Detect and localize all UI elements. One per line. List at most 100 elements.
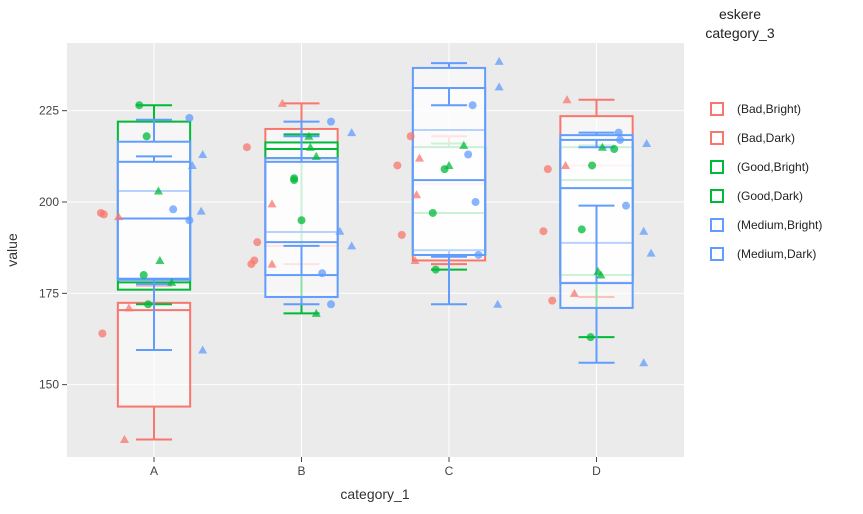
data-point-triangle[interactable]	[561, 160, 571, 169]
data-point-circle[interactable]	[290, 176, 299, 185]
box-D-medium[interactable]	[559, 138, 634, 285]
y-tick-label: 200	[39, 195, 59, 209]
data-point-triangle[interactable]	[412, 190, 422, 199]
legend-swatch-icon	[710, 131, 724, 145]
legend-label: (Medium,Dark)	[737, 247, 816, 261]
data-point-circle[interactable]	[577, 225, 586, 234]
box-body	[411, 87, 487, 256]
legend: (Bad,Bright) (Bad,Dark) (Good,Bright) (Good…	[710, 102, 822, 261]
data-point-triangle[interactable]	[410, 255, 420, 264]
data-point-triangle[interactable]	[167, 277, 177, 286]
data-point-triangle[interactable]	[187, 160, 197, 169]
data-point-triangle[interactable]	[311, 151, 321, 160]
data-point-triangle[interactable]	[305, 142, 315, 151]
data-point-circle[interactable]	[144, 300, 153, 309]
data-point-circle[interactable]	[99, 210, 108, 219]
data-point-circle[interactable]	[616, 135, 625, 144]
box-C-medium[interactable]	[411, 87, 487, 258]
data-point-triangle[interactable]	[267, 259, 277, 268]
legend-label: (Good,Dark)	[737, 189, 803, 203]
data-point-circle[interactable]	[247, 260, 256, 269]
data-point-circle[interactable]	[393, 161, 402, 170]
legend-item[interactable]: (Bad,Dark)	[710, 131, 795, 145]
data-point-circle[interactable]	[185, 216, 194, 225]
data-point-triangle[interactable]	[562, 95, 572, 104]
data-point-triangle[interactable]	[642, 139, 652, 148]
legend-swatch-icon	[710, 189, 724, 203]
data-point-triangle[interactable]	[153, 186, 163, 195]
data-point-circle[interactable]	[142, 132, 151, 141]
legend-item[interactable]: (Medium,Bright)	[710, 218, 822, 232]
data-point-triangle[interactable]	[335, 226, 345, 235]
data-point-triangle[interactable]	[124, 303, 134, 312]
data-point-triangle[interactable]	[493, 299, 503, 308]
legend-item[interactable]: (Medium,Dark)	[710, 247, 816, 261]
data-point-circle[interactable]	[327, 300, 335, 309]
data-point-triangle[interactable]	[494, 56, 504, 65]
data-point-circle[interactable]	[318, 269, 327, 278]
data-point-triangle[interactable]	[311, 308, 321, 317]
data-point-triangle[interactable]	[639, 358, 649, 367]
data-point-triangle[interactable]	[347, 128, 357, 137]
legend-item[interactable]: (Good,Dark)	[710, 189, 803, 203]
x-tick-label: B	[297, 464, 305, 478]
data-point-circle[interactable]	[543, 165, 552, 174]
data-point-triangle[interactable]	[114, 212, 124, 221]
legend-swatch-icon	[710, 102, 724, 116]
data-point-circle[interactable]	[622, 201, 630, 210]
data-point-triangle[interactable]	[267, 199, 277, 208]
data-point-triangle[interactable]	[415, 153, 424, 162]
data-point-triangle[interactable]	[196, 206, 206, 215]
data-point-triangle[interactable]	[347, 241, 357, 250]
data-point-circle[interactable]	[548, 296, 557, 305]
data-point-circle[interactable]	[464, 150, 473, 159]
legend-label: (Bad,Dark)	[737, 131, 795, 145]
box-A-medium[interactable]	[116, 155, 192, 286]
legend-title: category_3	[705, 25, 774, 41]
data-point-circle[interactable]	[135, 101, 144, 110]
data-point-triangle[interactable]	[277, 98, 287, 107]
data-point-circle[interactable]	[397, 230, 406, 239]
data-point-circle[interactable]	[169, 205, 178, 214]
y-axis-title: value	[4, 233, 20, 267]
legend-item[interactable]: (Good,Bright)	[710, 160, 809, 174]
data-point-circle[interactable]	[474, 250, 483, 259]
data-point-circle[interactable]	[242, 143, 251, 152]
x-tick-label: C	[445, 464, 454, 478]
data-point-triangle[interactable]	[569, 288, 579, 297]
data-point-triangle[interactable]	[646, 248, 656, 257]
data-point-circle[interactable]	[327, 117, 335, 126]
data-point-circle[interactable]	[468, 101, 477, 110]
data-point-triangle[interactable]	[597, 142, 607, 151]
box-body	[116, 160, 192, 280]
data-point-triangle[interactable]	[198, 150, 208, 159]
data-point-circle[interactable]	[185, 113, 194, 122]
data-point-triangle[interactable]	[639, 226, 649, 235]
data-point-triangle[interactable]	[494, 82, 504, 91]
data-point-circle[interactable]	[253, 238, 262, 247]
data-point-circle[interactable]	[139, 271, 148, 280]
data-point-circle[interactable]	[471, 198, 480, 206]
data-point-triangle[interactable]	[198, 345, 208, 354]
data-point-triangle[interactable]	[120, 434, 129, 443]
data-point-circle[interactable]	[98, 329, 107, 338]
data-point-circle[interactable]	[610, 145, 619, 154]
x-tick-label: A	[150, 464, 158, 478]
x-axis-title: category_1	[340, 486, 409, 502]
data-point-circle[interactable]	[406, 132, 415, 141]
data-point-circle[interactable]	[431, 265, 440, 274]
data-point-triangle[interactable]	[596, 270, 606, 279]
data-point-triangle[interactable]	[155, 255, 165, 264]
data-point-triangle[interactable]	[444, 160, 454, 169]
data-point-triangle[interactable]	[304, 131, 314, 140]
legend-item[interactable]: (Bad,Bright)	[710, 102, 801, 116]
legend-swatch-icon	[710, 160, 724, 174]
data-point-circle[interactable]	[539, 227, 548, 236]
data-point-circle[interactable]	[428, 208, 437, 217]
data-point-circle[interactable]	[586, 333, 595, 342]
data-point-circle[interactable]	[297, 216, 306, 225]
data-point-circle[interactable]	[588, 161, 597, 170]
data-point-triangle[interactable]	[459, 140, 469, 149]
data-point-circle[interactable]	[614, 128, 623, 137]
